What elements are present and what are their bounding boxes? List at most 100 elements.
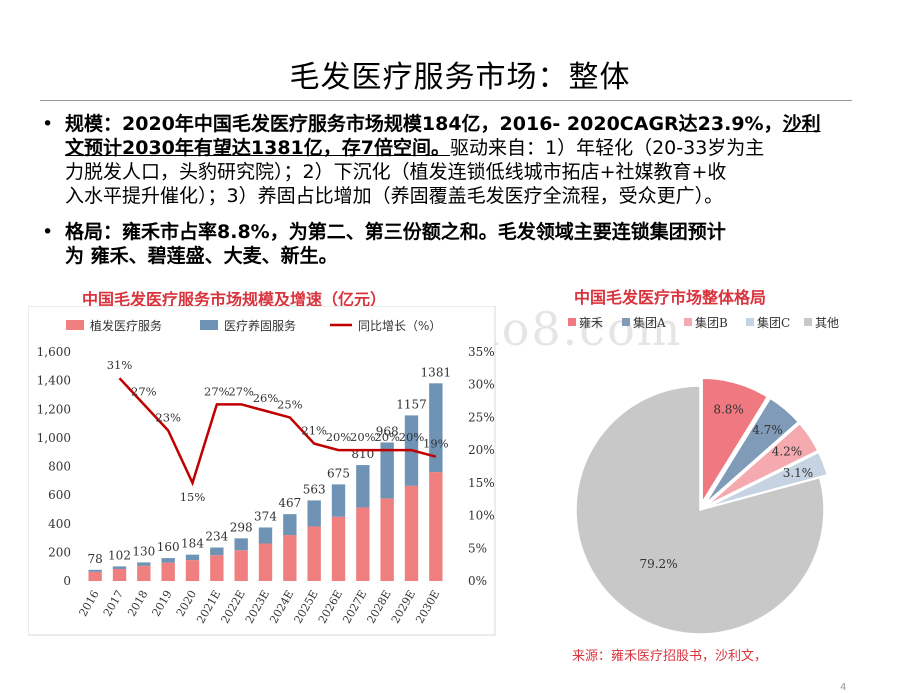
pie-legend-label: 集团C	[757, 315, 790, 330]
bar-hair-care	[258, 527, 273, 544]
bar-hair-transplant	[210, 555, 224, 581]
y-tick-label: 800	[48, 460, 71, 474]
bar-hair-care	[234, 538, 248, 551]
pie-slice	[706, 422, 819, 507]
bar-total-label: 563	[303, 482, 326, 496]
y2-tick-label: 15%	[468, 476, 495, 490]
source-note: 来源：雍禾医疗招股书，沙利文，	[572, 649, 768, 664]
y-tick-label: 1,400	[37, 374, 71, 388]
bar-total-label: 234	[205, 530, 228, 544]
bar-hair-transplant	[331, 516, 346, 581]
bar-hair-transplant	[380, 498, 394, 581]
bar-hair-care	[210, 547, 224, 556]
bullet-marker: •	[42, 221, 54, 243]
bar-total-label: 298	[230, 520, 253, 534]
bar-total-label: 160	[157, 540, 180, 554]
pie-slice	[707, 451, 829, 508]
bar-total-label: 968	[376, 424, 399, 438]
forecast-part1: 沙利	[782, 113, 821, 135]
bullet-marker: •	[42, 113, 54, 135]
pie-slice	[704, 397, 800, 505]
bar-hair-transplant	[283, 535, 297, 581]
bar-total-label: 1157	[396, 397, 427, 411]
pie-legend-swatch	[568, 318, 576, 326]
bar-total-label: 467	[278, 496, 301, 510]
pie-value-label: 4.2%	[772, 445, 803, 459]
bar-hair-transplant	[137, 565, 151, 581]
bar-hair-care	[356, 465, 370, 508]
bar-hair-transplant	[185, 560, 200, 581]
bullet-landscape: • 格局：雍禾市占率8.8%，为第二、第三份额之和。毛发领域主要连锁集团预计 为…	[40, 220, 890, 268]
page-number: 4	[840, 682, 847, 693]
growth-label: 27%	[204, 384, 230, 398]
growth-label: 20%	[350, 430, 376, 444]
y2-tick-label: 10%	[468, 509, 495, 523]
bar-chart-title: 中国毛发医疗服务市场规模及增速（亿元）	[82, 290, 387, 309]
market-share-pie: 雍禾 集团A 集团B 集团C 其他 8.8% 4.7% 4.2% 3.1% 79.2%	[568, 315, 839, 635]
pie-legend-swatch	[746, 318, 754, 326]
growth-label: 20%	[374, 430, 400, 444]
chart-frame	[28, 306, 496, 636]
pie-legend-label: 集团B	[695, 315, 728, 330]
growth-label: 27%	[131, 384, 157, 398]
growth-label: 20%	[326, 430, 352, 444]
pie-legend-label: 雍禾	[579, 315, 603, 330]
bar-total-label: 130	[132, 544, 155, 558]
y2-tick-label: 35%	[468, 345, 495, 359]
pie-value-label: 79.2%	[639, 557, 677, 571]
y-tick-label: 600	[48, 488, 71, 502]
pie-slice	[575, 385, 825, 635]
growth-label: 25%	[277, 397, 303, 411]
y2-tick-label: 0%	[468, 574, 487, 588]
bar-hair-care	[380, 442, 394, 499]
bar-total-label: 675	[327, 466, 350, 480]
y2-tick-label: 30%	[468, 378, 495, 392]
legend-swatch	[66, 320, 84, 330]
y2-tick-label: 20%	[468, 443, 495, 457]
y-tick-label: 1,600	[37, 345, 71, 359]
page-title: 毛发医疗服务市场：整体	[289, 60, 631, 95]
pie-value-label: 8.8%	[713, 402, 744, 416]
forecast-part2: 文预计2030年有望达1381亿，存7倍空间。	[65, 137, 450, 159]
bar-total-label: 78	[88, 552, 103, 566]
bar-hair-transplant	[307, 526, 321, 581]
y-tick-label: 0	[63, 574, 71, 588]
pie-legend-swatch	[622, 318, 630, 326]
growth-label: 26%	[253, 391, 279, 405]
bar-hair-care	[88, 569, 102, 572]
bar-hair-transplant	[88, 571, 102, 581]
growth-label: 31%	[107, 358, 133, 372]
bar-hair-care	[161, 558, 175, 563]
bar-hair-care	[331, 484, 346, 517]
bar-hair-transplant	[404, 485, 419, 581]
pie-value-label: 4.7%	[752, 423, 783, 437]
legend-label: 植发医疗服务	[90, 318, 162, 333]
bar-hair-transplant	[258, 543, 273, 581]
pie-legend-label: 其他	[815, 316, 839, 330]
pie-value-label: 3.1%	[783, 466, 814, 480]
drivers-line4: 入水平提升催化）；3）养固占比增加（养固覆盖毛发医疗全流程，受众更广）。	[65, 185, 724, 207]
pie-legend-label: 集团A	[633, 315, 666, 330]
bar-hair-transplant	[429, 472, 443, 581]
growth-label: 15%	[180, 490, 206, 504]
bar-hair-care	[283, 514, 297, 536]
growth-label: 21%	[301, 424, 327, 438]
landscape-line1: 格局：雍禾市占率8.8%，为第二、第三份额之和。毛发领域主要连锁集团预计	[65, 221, 726, 243]
pie-slice	[701, 377, 769, 505]
growth-label: 20%	[399, 430, 425, 444]
bar-hair-care	[137, 562, 151, 566]
y-tick-label: 400	[48, 517, 71, 531]
bar-hair-care	[307, 500, 321, 527]
title-divider	[40, 100, 852, 101]
bar-hair-care	[112, 566, 127, 569]
pie-legend-swatch	[804, 318, 812, 326]
legend-swatch	[200, 320, 218, 330]
drivers-line3: 力脱发人口，头豹研究院）；2）下沉化（植发连锁低线城市拓店+社媒教育+收	[65, 161, 727, 183]
bar-hair-transplant	[112, 568, 127, 581]
growth-label: 19%	[423, 437, 449, 451]
growth-label: 27%	[228, 384, 254, 398]
legend-label: 同比增长（%）	[358, 319, 441, 333]
bar-total-label: 374	[254, 509, 277, 523]
scale-headline: 规模：2020年中国毛发医疗服务市场规模184亿，2016- 2020CAGR达…	[65, 113, 783, 135]
bar-total-label: 102	[108, 548, 131, 562]
